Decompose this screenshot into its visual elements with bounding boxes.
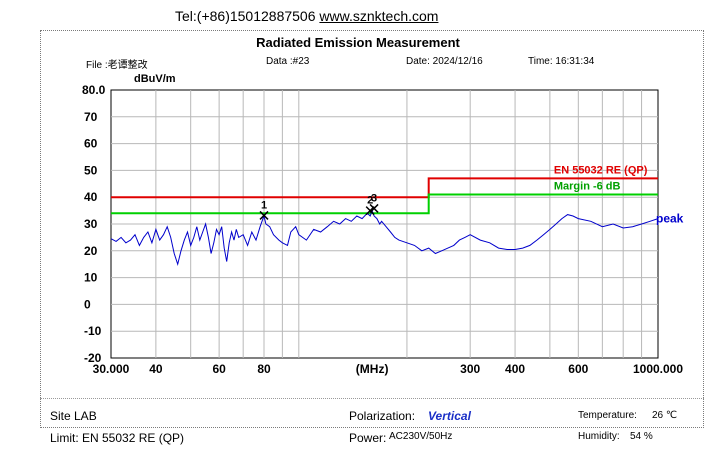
x-tick-label: 300 — [460, 362, 480, 376]
marker-label: 3 — [371, 192, 377, 204]
annotation-label: peak — [656, 212, 684, 226]
y-tick-label: -20 — [84, 351, 102, 365]
report-title: Radiated Emission Measurement — [256, 35, 460, 50]
y-tick-label: 0 — [84, 297, 91, 311]
file-label: File :老谭整改 — [86, 60, 148, 71]
power-value: AC230V/50Hz — [389, 431, 453, 442]
annotations-group: EN 55032 RE (QP) Margin -6 dB peak — [554, 165, 684, 226]
data-label: Data :#23 — [266, 56, 310, 67]
humidity-value: 54 % — [630, 431, 653, 442]
power-label: Power: — [349, 431, 387, 445]
markers-group: 1 23 — [259, 192, 379, 220]
x-tick-label: 30.000 — [93, 362, 130, 376]
annotation-label: EN 55032 RE (QP) — [554, 165, 648, 177]
annotation-label: Margin -6 dB — [554, 181, 621, 193]
time-label: Time: 16:31:34 — [528, 56, 595, 67]
contact-url[interactable]: www.sznktech.com — [319, 8, 439, 24]
humidity-label: Humidity: — [578, 431, 620, 442]
y-tick-labels: 80.0 70 60 50 40 30 20 10 0 -10 -20 — [82, 83, 106, 365]
limit-label: Limit: EN 55032 RE (QP) — [50, 431, 185, 445]
y-tick-label: -10 — [84, 324, 102, 338]
x-axis-unit-label: (MHz) — [356, 362, 389, 376]
y-tick-label: 30 — [84, 217, 98, 231]
y-tick-label: 20 — [84, 244, 98, 258]
y-tick-label: 50 — [84, 163, 98, 177]
polarization-label: Polarization: — [349, 409, 416, 423]
x-tick-label: 60 — [212, 362, 226, 376]
marker-cross — [369, 203, 379, 213]
marker-cross — [259, 210, 269, 220]
y-tick-label: 80.0 — [82, 83, 106, 97]
limit-line — [111, 193, 658, 215]
x-tick-label: 1000.000 — [633, 362, 683, 376]
polarization-value: Vertical — [428, 409, 471, 423]
y-tick-label: 40 — [84, 190, 98, 204]
series-line — [110, 209, 659, 267]
contact-line: Tel:(+86)15012887506 www.sznktech.com — [175, 8, 438, 24]
grid — [111, 90, 658, 358]
x-tick-labels: 30.000 40 60 80 300 400 600 1000.000 (MHz) — [93, 362, 684, 376]
marker-label: 2 — [367, 195, 373, 207]
limit-lines — [111, 177, 658, 215]
marker: 1 — [259, 199, 269, 220]
footer-divider — [40, 398, 704, 399]
x-tick-label: 600 — [568, 362, 588, 376]
y-tick-label: 10 — [84, 271, 98, 285]
x-tick-label: 40 — [149, 362, 163, 376]
y-axis-title: dBuV/m — [134, 73, 176, 85]
limit-line — [111, 177, 658, 199]
contact-phone: Tel:(+86)15012887506 — [175, 8, 316, 24]
site-label: Site LAB — [50, 409, 97, 423]
x-tick-label: 400 — [505, 362, 525, 376]
y-tick-label: 60 — [84, 137, 98, 151]
date-label: Date: 2024/12/16 — [406, 56, 483, 67]
temperature-label: Temperature: — [578, 410, 637, 421]
series-group — [110, 209, 659, 267]
report-frame — [40, 30, 704, 428]
x-tick-label: 80 — [257, 362, 271, 376]
temperature-value: 26 ℃ — [652, 410, 678, 421]
y-tick-label: 70 — [84, 110, 98, 124]
marker-label: 1 — [261, 199, 267, 211]
marker: 3 — [369, 192, 379, 213]
